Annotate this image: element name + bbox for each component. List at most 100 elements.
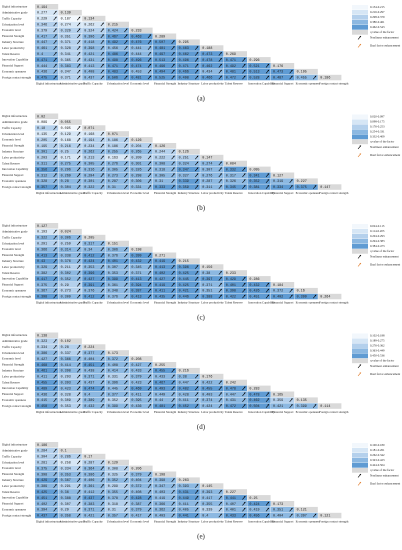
cell-value: 0.31 [108,509,116,513]
cell-value: 0.397 [202,278,212,282]
column-label: Traffic Capacity [83,519,103,523]
cell [176,397,200,403]
enhancement-arrow-head [125,478,128,480]
enhancement-arrow-head [173,161,175,164]
cell-value: 0.071 [84,127,94,131]
diagonal-cell [176,258,200,264]
cell [223,68,247,75]
cell [105,74,129,81]
cell [58,276,82,282]
cell [153,512,177,519]
row-label: Economic openness [2,179,27,183]
diagonal-cell [247,166,271,173]
cell-value: 0.456 [108,47,118,51]
column-label: Economic openness [296,81,321,85]
cell-value: 0.397 [297,515,307,519]
cell-value: 0.341 [249,174,259,178]
enhancement-arrow-head [102,404,104,406]
enhancement-arrow-head [173,496,175,498]
cell-value: 0.186 [108,139,118,143]
cell [82,379,106,386]
cell [35,154,59,161]
cell-value: 0.492 [226,65,236,69]
cell [35,495,59,501]
cell-value: 0.089 [37,121,47,125]
cell-value: 0.375 [37,467,47,471]
cell-value: 0.386 [37,352,47,356]
cell-value: 0.399 [297,405,307,409]
enhancement-arrow-head [243,386,246,388]
enhancement-arrow-head [78,507,81,510]
cell-value: 0.466 [202,77,212,81]
enhancement-arrow-head [125,265,128,267]
cell [105,471,129,477]
cell-value: 0.475 [37,77,47,81]
cell-value: 0.215 [108,24,118,28]
cell-value: 0.353 [61,405,71,409]
cell [82,178,106,184]
enhancement-arrow-head [55,259,57,261]
cell [129,282,153,288]
cell [176,293,200,300]
enhancement-arrow-head [220,58,222,60]
cell-value: 0.302 [61,272,71,276]
cell [271,68,295,75]
cell [294,74,318,81]
enhancement-arrow-head [243,58,246,60]
enhancement-arrow-head [102,155,104,158]
cell [58,51,82,57]
cell-value: 0.287 [84,462,94,466]
cell [105,403,129,409]
enhancement-arrow-head [196,75,199,78]
cell [153,264,177,270]
cell-value: 0.393 [202,491,212,495]
row-label: Financial Strength [2,472,25,476]
cell [105,184,129,190]
enhancement-arrow-head [78,277,81,279]
cell [82,45,106,51]
enhancement-arrow-head [102,173,104,175]
enhancement-arrow-head [125,144,128,146]
cell [176,57,200,63]
diagonal-cell [176,148,200,155]
enhancement-arrow-head [55,448,57,451]
enhancement-arrow-head [267,392,269,394]
diagonal-cell [58,338,82,344]
cell [176,51,200,57]
cell-value: 0.168 [61,139,71,143]
enhancement-arrow-head [267,185,269,187]
enhancement-arrow-head [55,283,57,285]
cell-value: 0.129 [61,133,71,137]
cell-value: 0.446 [179,296,189,300]
enhancement-arrow-head [55,351,57,353]
cell [223,276,247,282]
enhancement-arrow-head [55,52,57,54]
diagonal-cell [271,501,295,507]
cell-value: 0.408 [84,71,94,75]
cell-value: 0.481 [155,47,165,51]
cell-value: 0.193 [37,231,47,235]
cell-value: 0.17 [84,456,92,460]
enhancement-arrow-head [78,155,81,158]
cell-value: 0.298 [131,174,141,178]
cell-value: 0.296 [249,59,259,63]
cell-value: 0.412 [84,254,94,258]
enhancement-arrow-head [102,392,104,394]
cell [35,471,59,477]
enhancement-arrow-head [149,58,151,60]
enhancement-arrow-head [243,173,246,175]
diagonal-cell [223,379,247,386]
legend-swatch [352,234,368,239]
cell-value: 0.38 [179,376,187,380]
cell-value: 0.436 [37,71,47,75]
enhancement-arrow-head [243,398,246,400]
enhancement-arrow-head [243,288,246,291]
column-label: Financial Strength [154,191,177,195]
cell [82,367,106,374]
enhancement-arrow-head [314,404,317,406]
cell-value: 0.366 [155,503,165,507]
cell-value: 0.259 [61,243,71,247]
enhancement-arrow-head [55,454,57,457]
row-label: Innovation Capability [2,58,29,62]
